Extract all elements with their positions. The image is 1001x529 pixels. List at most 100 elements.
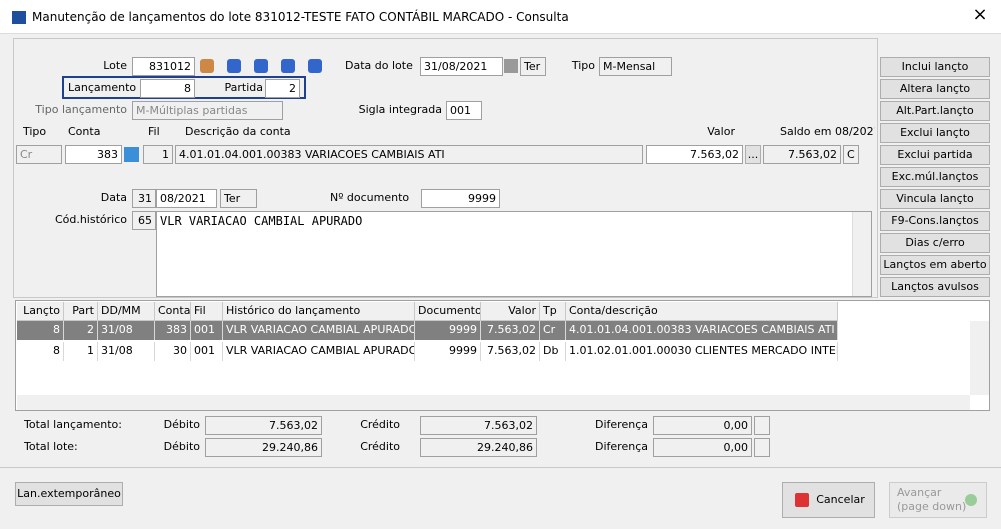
nav-icon[interactable] — [281, 59, 295, 73]
total-field: 29.240,86 — [420, 438, 537, 457]
side-button[interactable]: Exc.múl.lançtos — [880, 167, 990, 187]
side-button[interactable]: Lançtos em aberto — [880, 255, 990, 275]
column-label: Conta — [68, 125, 101, 138]
next-hint: (page down) — [897, 500, 967, 513]
label: Lançamento — [68, 81, 137, 94]
cell[interactable]: VLR VARIACAO CAMBIAL APURADO — [223, 321, 415, 340]
search-icon[interactable] — [124, 147, 139, 162]
sigla-field[interactable]: 001 — [446, 101, 482, 120]
cell[interactable]: Cr — [540, 321, 566, 340]
descricao-field: 4.01.01.04.001.00383 VARIACOES CAMBIAIS … — [175, 145, 643, 164]
scrollbar — [852, 212, 871, 296]
label: Débito — [163, 418, 200, 431]
label: Crédito — [360, 440, 400, 453]
total-field: 0,00 — [653, 416, 752, 435]
documento-field[interactable]: 9999 — [421, 189, 500, 208]
partida-field[interactable]: 2 — [265, 79, 300, 98]
label: Sigla integrada — [358, 103, 442, 116]
cell[interactable]: 001 — [191, 342, 223, 361]
cell[interactable]: 8 — [17, 342, 64, 361]
label: Tipo lançamento — [35, 103, 127, 116]
column-header: Conta — [155, 302, 191, 321]
cell[interactable]: 9999 — [415, 321, 481, 340]
tipo-select[interactable]: Cr — [16, 145, 62, 164]
tipo-lancamento-select[interactable]: M-Múltiplas partidas — [132, 101, 283, 120]
cell[interactable]: Db — [540, 342, 566, 361]
cell[interactable]: 4.01.01.04.001.00383 VARIACOES CAMBIAIS … — [566, 321, 838, 340]
lote-field[interactable]: 831012 — [132, 57, 195, 76]
label: Data do lote — [345, 59, 413, 72]
cell[interactable]: 383 — [155, 321, 191, 340]
data-day-field: 31 — [132, 189, 156, 208]
next-button[interactable] — [889, 482, 987, 518]
label: Diferença — [595, 440, 648, 453]
label: Total lote: — [24, 440, 78, 453]
column-header: Documento — [415, 302, 481, 321]
cell[interactable]: 1 — [64, 342, 98, 361]
label: Nº documento — [330, 191, 410, 204]
label: Diferença — [595, 418, 648, 431]
cell[interactable]: 7.563,02 — [481, 342, 540, 361]
cell[interactable]: 2 — [64, 321, 98, 340]
valor-field[interactable]: 7.563,02 — [646, 145, 743, 164]
conta-field[interactable]: 383 — [65, 145, 122, 164]
cancel-icon — [795, 493, 809, 507]
side-button[interactable]: Vincula lançto — [880, 189, 990, 209]
total-flag — [754, 416, 770, 435]
cell[interactable]: 30 — [155, 342, 191, 361]
cell[interactable]: 1.01.02.01.001.00030 CLIENTES MERCADO IN… — [566, 342, 838, 361]
next-label: Avançar — [897, 486, 942, 499]
window-title: Manutenção de lançamentos do lote 831012… — [32, 10, 569, 24]
side-button[interactable]: F9-Cons.lançtos — [880, 211, 990, 231]
column-label: Valor — [707, 125, 735, 138]
h-scrollbar — [17, 395, 970, 410]
nav-icon[interactable] — [200, 59, 214, 73]
nav-icon[interactable] — [254, 59, 268, 73]
v-scrollbar — [970, 321, 989, 395]
column-header: Part — [64, 302, 98, 321]
cell[interactable]: 31/08 — [98, 321, 155, 340]
historico-textarea[interactable]: VLR VARIACAO CAMBIAL APURADO — [156, 211, 872, 297]
cell[interactable]: 8 — [17, 321, 64, 340]
cell[interactable]: 9999 — [415, 342, 481, 361]
column-label: Saldo em 08/2021 — [780, 125, 875, 138]
cell[interactable]: 31/08 — [98, 342, 155, 361]
close-button[interactable]: × — [972, 6, 988, 25]
side-button[interactable]: Inclui lançto — [880, 57, 990, 77]
nav-icon[interactable] — [227, 59, 241, 73]
lancamento-field[interactable]: 8 — [140, 79, 195, 98]
cell[interactable]: 001 — [191, 321, 223, 340]
calendar-icon[interactable] — [504, 59, 518, 73]
data-month-field[interactable]: 08/2021 — [156, 189, 217, 208]
extemporaneo-button[interactable]: Lan.extemporâneo — [15, 482, 123, 506]
cell[interactable]: VLR VARIACAO CAMBIAL APURADO — [223, 342, 415, 361]
saldo-dc-field: C — [843, 145, 859, 164]
app-icon — [12, 11, 26, 24]
ellipsis-button[interactable]: ... — [745, 145, 761, 164]
cod-historico-field: 65 — [132, 211, 156, 230]
total-field: 29.240,86 — [205, 438, 322, 457]
side-button[interactable]: Exclui lançto — [880, 123, 990, 143]
side-button[interactable]: Exclui partida — [880, 145, 990, 165]
weekday-field: Ter — [220, 189, 257, 208]
side-button[interactable]: Altera lançto — [880, 79, 990, 99]
side-button[interactable]: Alt.Part.lançto — [880, 101, 990, 121]
column-label: Descrição da conta — [185, 125, 291, 138]
total-flag — [754, 438, 770, 457]
data-lote-field[interactable]: 31/08/2021 — [420, 57, 503, 76]
cell[interactable]: 7.563,02 — [481, 321, 540, 340]
fil-field: 1 — [143, 145, 173, 164]
column-header: Fil — [191, 302, 223, 321]
label: Cód.histórico — [54, 213, 127, 226]
label: Total lançamento: — [24, 418, 122, 431]
column-label: Fil — [148, 125, 160, 138]
column-header: Histórico do lançamento — [223, 302, 415, 321]
column-header: DD/MM — [98, 302, 155, 321]
title-bar — [0, 0, 1001, 34]
nav-icon[interactable] — [308, 59, 322, 73]
label: Débito — [163, 440, 200, 453]
side-button[interactable]: Lançtos avulsos — [880, 277, 990, 297]
column-header: Lançto — [17, 302, 64, 321]
side-button[interactable]: Dias c/erro — [880, 233, 990, 253]
